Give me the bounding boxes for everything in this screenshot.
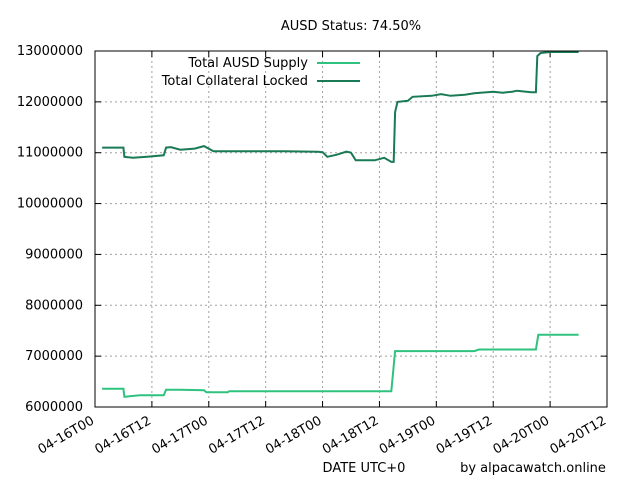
x-tick-label: 04-16T00	[36, 413, 97, 457]
y-tick-label: 10000000	[17, 197, 83, 212]
x-tick-label: 04-16T12	[92, 413, 153, 457]
credit-text: by alpacawatch.online	[460, 461, 606, 476]
series-line-supply	[102, 333, 579, 398]
x-axis-label: DATE UTC+0	[323, 461, 406, 476]
x-tick-label: 04-19T00	[377, 413, 438, 457]
x-tick-label: 04-20T00	[491, 413, 552, 457]
y-tick-label: 6000000	[25, 400, 83, 415]
x-tick-label: 04-19T12	[434, 413, 495, 457]
series-line-collateral	[102, 51, 579, 163]
legend-label-supply: Total AUSD Supply	[187, 56, 308, 71]
x-tick-label: 04-17T12	[206, 413, 267, 457]
legend: Total AUSD Supply Total Collateral Locke…	[161, 56, 360, 89]
gridlines	[95, 51, 607, 407]
chart-title: AUSD Status: 74.50%	[281, 19, 421, 34]
y-tick-label: 9000000	[25, 247, 83, 262]
x-tick-label: 04-17T00	[149, 413, 210, 457]
series-lines	[102, 51, 579, 398]
y-tick-label: 13000000	[17, 44, 83, 59]
y-tick-label: 11000000	[17, 146, 83, 161]
y-axis: 6000000 7000000 8000000 9000000 10000000 1100…	[17, 44, 607, 415]
legend-label-collateral: Total Collateral Locked	[161, 74, 308, 89]
y-tick-label: 8000000	[25, 298, 83, 313]
x-tick-label: 04-20T12	[548, 413, 609, 457]
plot-frame	[94, 50, 608, 408]
x-tick-label: 04-18T12	[320, 413, 381, 457]
y-tick-label: 12000000	[17, 95, 83, 110]
y-tick-label: 7000000	[25, 349, 83, 364]
x-tick-label: 04-18T00	[263, 413, 324, 457]
